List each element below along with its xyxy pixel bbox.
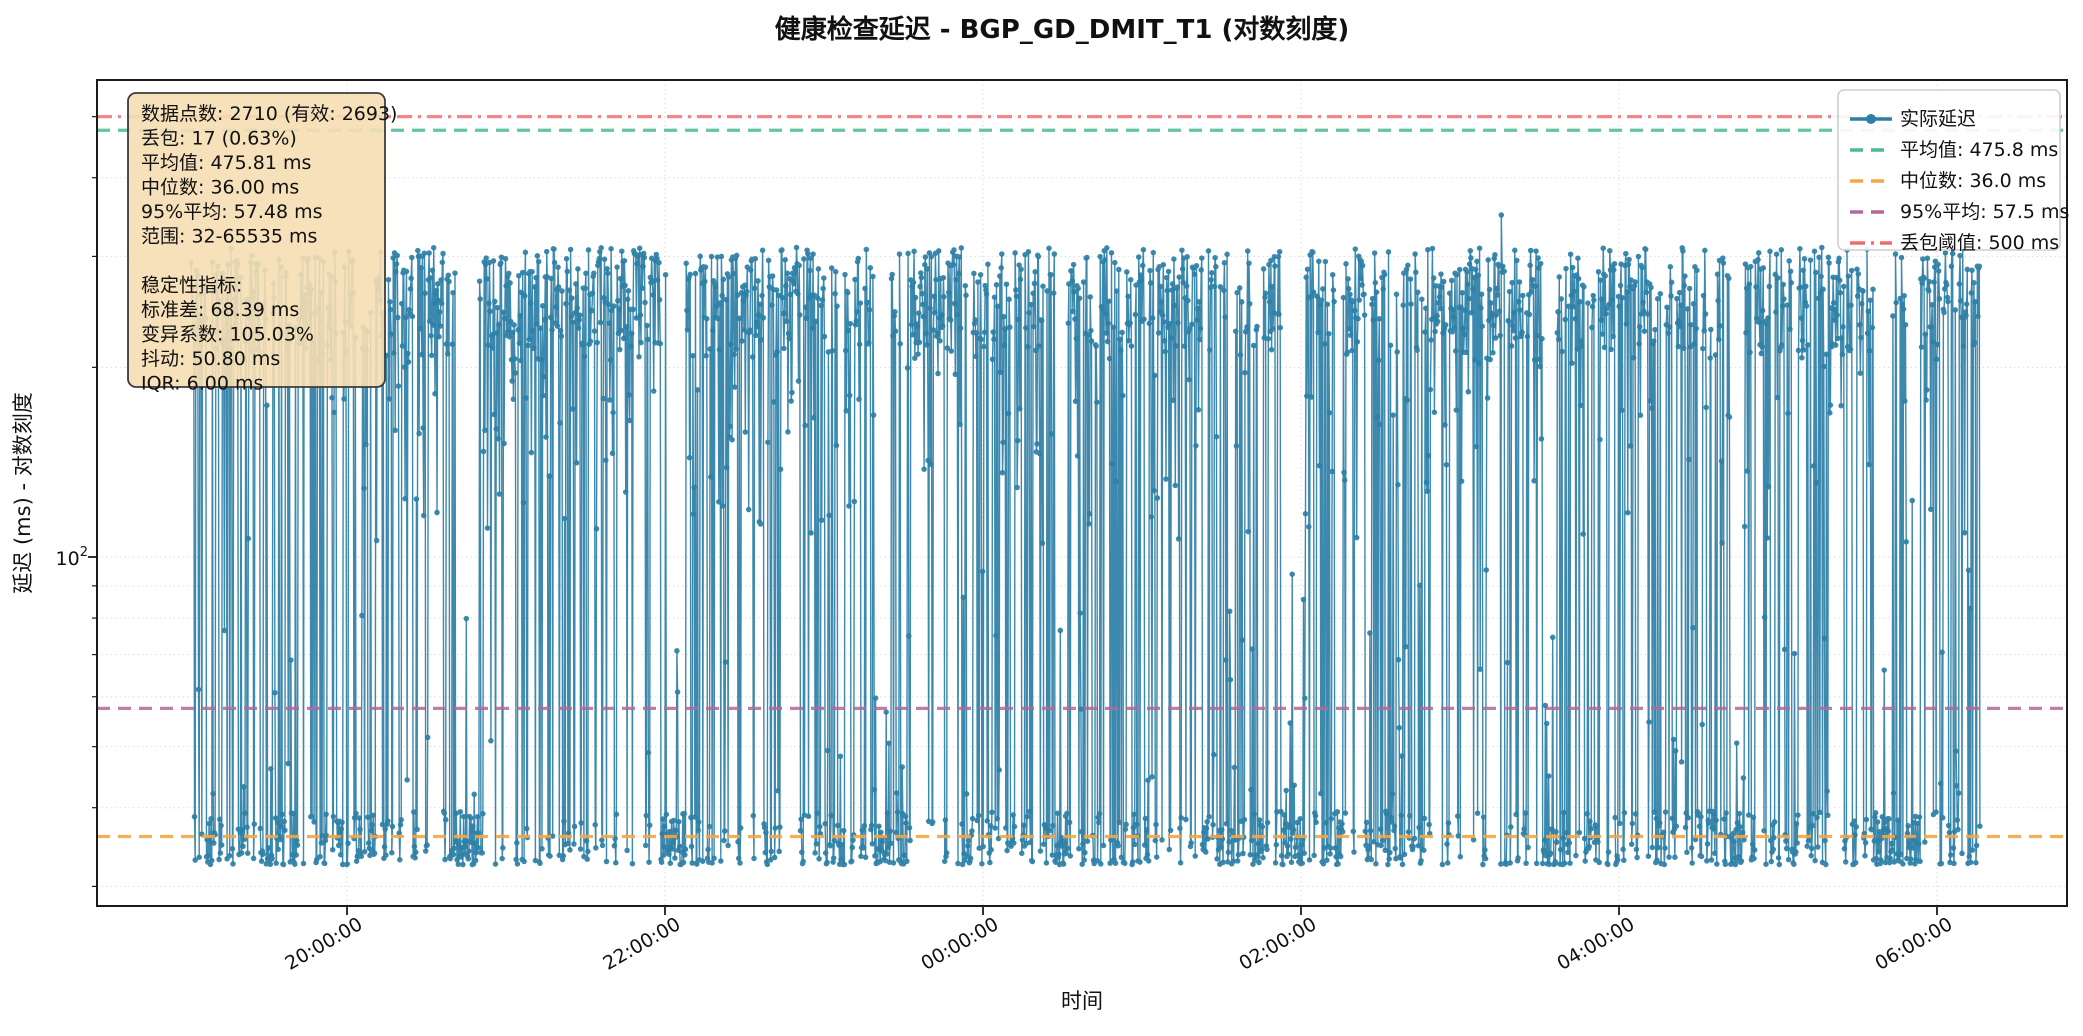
stat-line: 95%平均: 57.48 ms — [141, 201, 323, 223]
legend-swatch-marker — [1866, 114, 1876, 124]
stat-line: 抖动: 50.80 ms — [141, 348, 280, 370]
x-tick-label: 06:00:00 — [1871, 913, 1956, 975]
stat-line: 变异系数: 105.03% — [141, 324, 314, 346]
x-tick-labels: 20:00:00 22:00:00 00:00:00 02:00:00 04:0… — [281, 913, 1956, 975]
stats-annotation-box: 数据点数: 2710 (有效: 2693) 丢包: 17 (0.63%) 平均值… — [127, 92, 397, 395]
x-tick-label: 02:00:00 — [1235, 913, 1320, 975]
legend-label-median: 中位数: 36.0 ms — [1900, 170, 2046, 192]
stats-box-background — [127, 92, 386, 388]
stat-line: 平均值: 475.81 ms — [141, 152, 311, 174]
stat-line: IQR: 6.00 ms — [141, 373, 263, 395]
plot-border — [96, 79, 2068, 907]
axis-ticks — [88, 116, 1938, 915]
legend-background — [1837, 89, 2061, 251]
reference-lines — [97, 115, 2067, 839]
x-axis-label: 时间 — [1061, 989, 1103, 1013]
latency-line — [190, 214, 1981, 867]
x-tick-label: 22:00:00 — [599, 913, 684, 975]
y-axis-label: 延迟 (ms) - 对数刻度 — [11, 392, 35, 593]
stat-line: 中位数: 36.00 ms — [141, 177, 299, 199]
stat-line: 数据点数: 2710 (有效: 2693) — [141, 103, 397, 125]
x-tick-label: 00:00:00 — [917, 913, 1002, 975]
legend-label-threshold: 丢包阈值: 500 ms — [1900, 232, 2059, 254]
stat-line: 范围: 32-65535 ms — [141, 226, 317, 248]
legend-label-p95: 95%平均: 57.5 ms — [1900, 201, 2069, 223]
stat-line: 丢包: 17 (0.63%) — [141, 128, 297, 150]
x-tick-label: 20:00:00 — [281, 913, 366, 975]
legend-swatches — [1850, 114, 1892, 245]
latency-series — [188, 212, 1983, 868]
stat-line: 稳定性指标: — [141, 275, 242, 297]
chart-title: 健康检查延迟 - BGP_GD_DMIT_T1 (对数刻度) — [775, 14, 1350, 45]
chart-legend: 实际延迟 平均值: 475.8 ms 中位数: 36.0 ms 95%平均: 5… — [1837, 89, 2069, 254]
stat-line: 标准差: 68.39 ms — [141, 299, 299, 321]
y-tick-label-100: 102 — [56, 545, 88, 570]
legend-label-mean: 平均值: 475.8 ms — [1900, 139, 2058, 161]
x-tick-label: 04:00:00 — [1553, 913, 1638, 975]
legend-label-series: 实际延迟 — [1900, 108, 1976, 130]
